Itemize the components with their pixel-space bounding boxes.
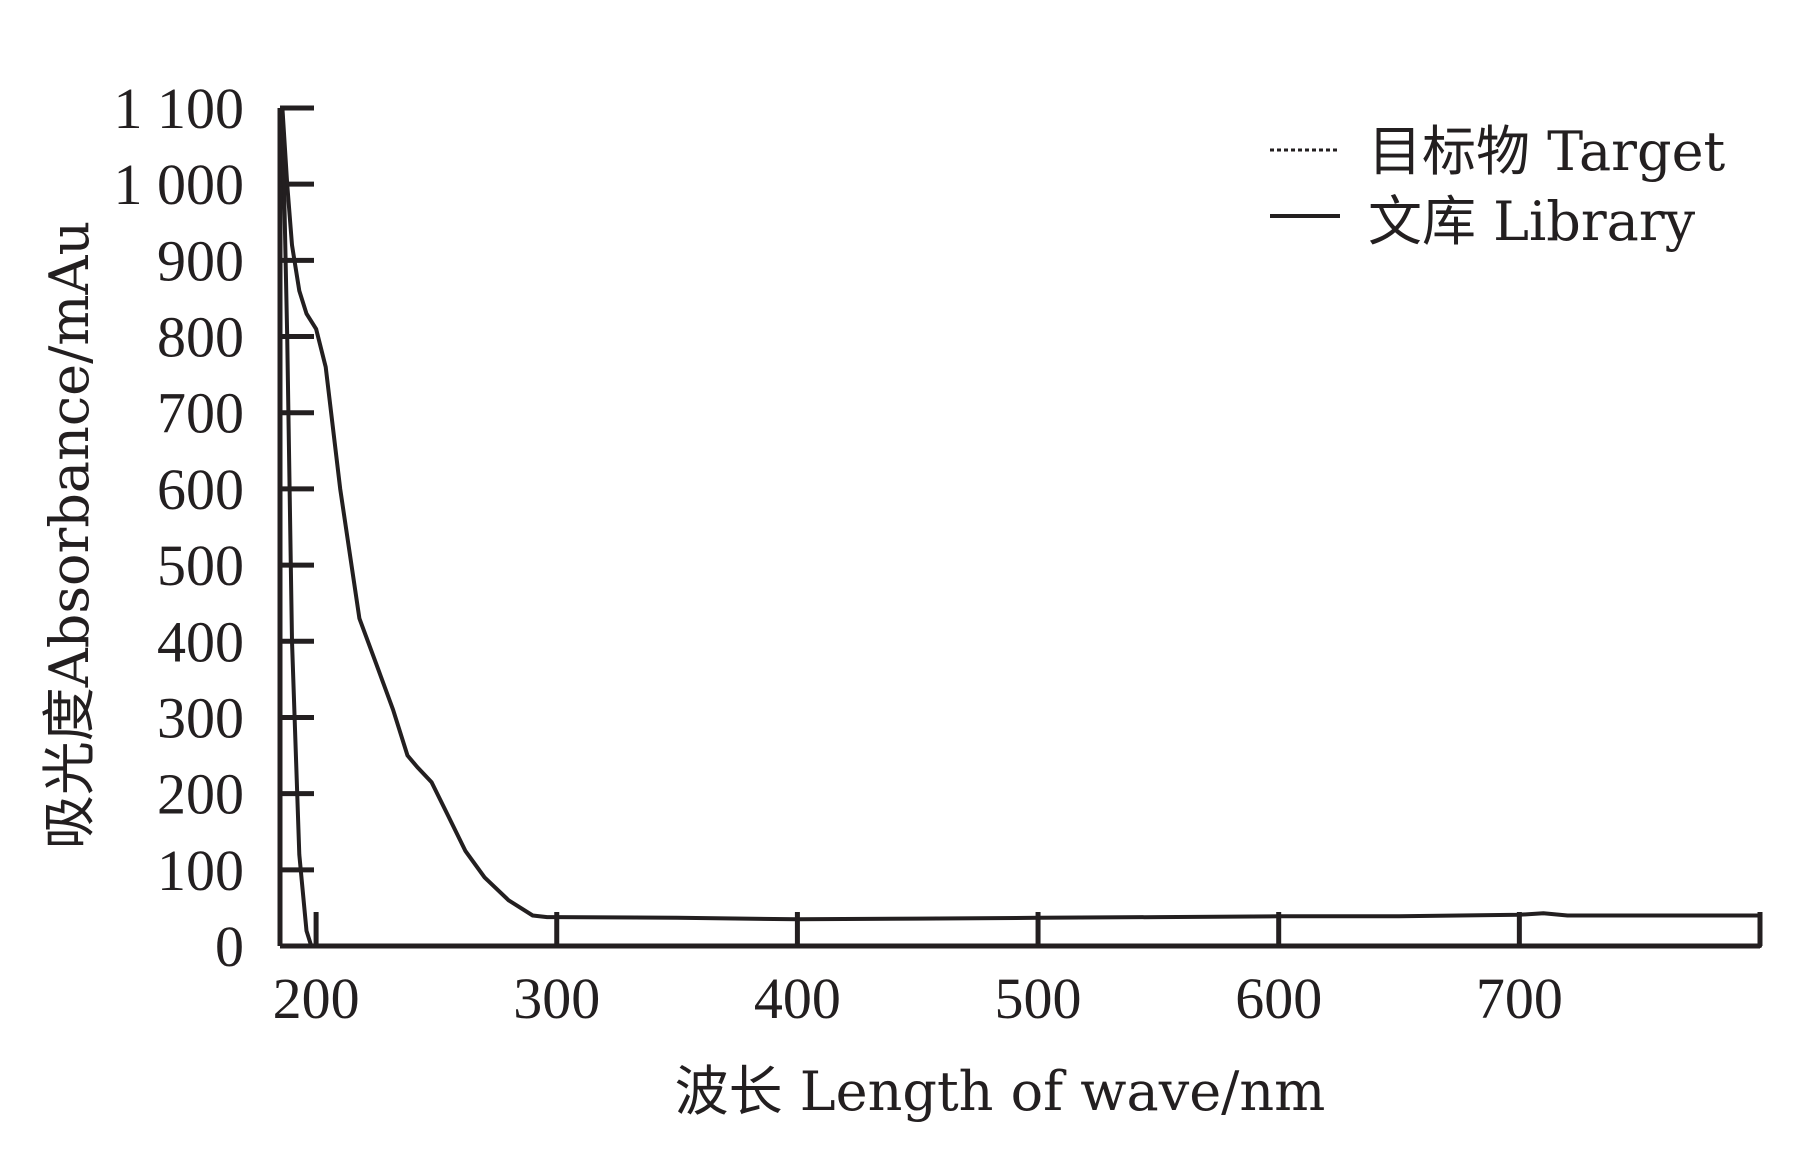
y-tick-label: 500	[157, 533, 244, 598]
y-tick-label: 400	[157, 609, 244, 674]
y-tick-label: 700	[157, 381, 244, 446]
y-tick-label: 0	[215, 914, 244, 979]
y-axis-title: 吸光度Absorbance/mAu	[38, 221, 101, 850]
x-tick-label: 300	[513, 966, 600, 1031]
legend-label-library: 文库 Library	[1368, 190, 1696, 253]
x-tick-label: 600	[1235, 966, 1322, 1031]
x-tick-label: 500	[995, 966, 1082, 1031]
series-line-2	[280, 106, 1762, 948]
plot-area: 0 100 200 300 400 500 600 700 800 900 1 000 1 100 2…	[114, 76, 1763, 1031]
series-line-1	[280, 106, 1762, 922]
y-tick-label: 600	[157, 457, 244, 522]
x-tick-label: 700	[1476, 966, 1563, 1031]
y-ticks: 0 100 200 300 400 500 600 700 800 900 1 000 1 100	[114, 76, 314, 979]
legend-label-target: 目标物 Target	[1368, 120, 1726, 183]
series-lines	[280, 106, 1762, 948]
y-tick-label: 900	[157, 228, 244, 293]
y-tick-label: 200	[157, 762, 244, 827]
y-tick-label: 1 100	[114, 76, 245, 141]
y-tick-label: 1 000	[114, 152, 245, 217]
x-tick-label: 400	[754, 966, 841, 1031]
legend: 目标物 Target 文库 Library	[1270, 120, 1726, 253]
y-tick-label: 800	[157, 305, 244, 370]
y-tick-label: 100	[157, 838, 244, 903]
x-ticks: 200 300 400 500 600 700	[273, 912, 1563, 1031]
y-tick-label: 300	[157, 685, 244, 750]
x-axis-title: 波长 Length of wave/nm	[675, 1060, 1326, 1123]
x-tick-label: 200	[273, 966, 360, 1031]
